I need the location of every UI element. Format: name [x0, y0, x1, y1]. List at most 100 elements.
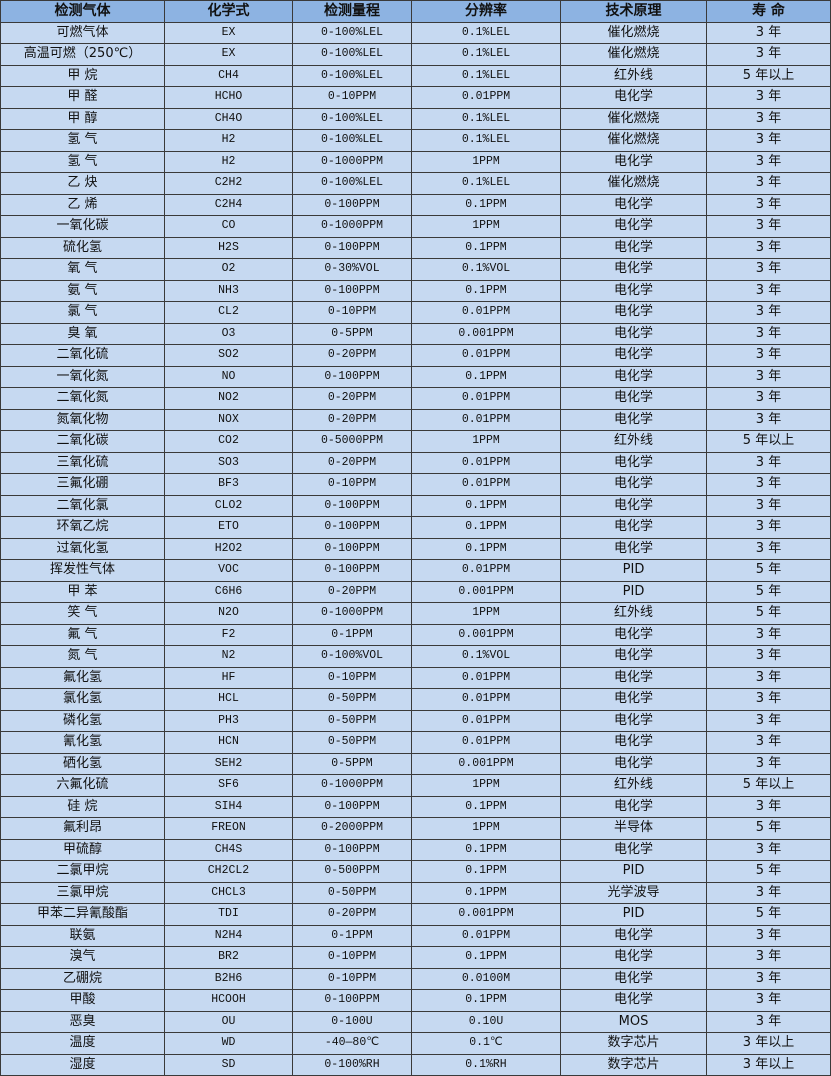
- cell-gas: 硒化氢: [0, 752, 165, 775]
- cell-principle: 催化燃烧: [560, 129, 707, 152]
- cell-resolution: 0.001PPM: [411, 580, 561, 603]
- cell-range: 0-100%LEL: [292, 172, 412, 195]
- cell-principle: 红外线: [560, 430, 707, 453]
- cell-range: 0-1PPM: [292, 924, 412, 947]
- cell-gas: 一氧化氮: [0, 365, 165, 388]
- table-row: 氮 气 N2 0-100%VOL 0.1%VOL 电化学 3 年: [0, 645, 831, 668]
- table-row: 一氧化碳 CO 0-1000PPM 1PPM 电化学 3 年: [0, 215, 831, 238]
- cell-lifespan: 3 年: [706, 516, 831, 539]
- cell-gas: 甲硫醇: [0, 838, 165, 861]
- cell-principle: PID: [560, 580, 707, 603]
- cell-lifespan: 3 年: [706, 258, 831, 281]
- cell-range: 0-100%VOL: [292, 645, 412, 668]
- cell-principle: 电化学: [560, 322, 707, 345]
- cell-lifespan: 3 年: [706, 537, 831, 560]
- cell-lifespan: 3 年以上: [706, 1032, 831, 1055]
- cell-formula: ETO: [164, 516, 293, 539]
- cell-lifespan: 3 年: [706, 881, 831, 904]
- cell-gas: 温度: [0, 1032, 165, 1055]
- table-row: 氧 气 O2 0-30%VOL 0.1%VOL 电化学 3 年: [0, 258, 831, 281]
- cell-resolution: 0.1PPM: [411, 193, 561, 216]
- cell-gas: 乙 炔: [0, 172, 165, 195]
- cell-range: 0-100%LEL: [292, 129, 412, 152]
- cell-formula: N2O: [164, 602, 293, 625]
- cell-lifespan: 3 年: [706, 129, 831, 152]
- cell-principle: 光学波导: [560, 881, 707, 904]
- cell-lifespan: 3 年: [706, 322, 831, 345]
- table-row: 硫化氢 H2S 0-100PPM 0.1PPM 电化学 3 年: [0, 236, 831, 259]
- cell-lifespan: 3 年: [706, 193, 831, 216]
- cell-gas: 甲 醇: [0, 107, 165, 130]
- cell-principle: 电化学: [560, 279, 707, 302]
- cell-formula: N2: [164, 645, 293, 668]
- cell-gas: 二氯甲烷: [0, 860, 165, 883]
- table-row: 湿度 SD 0-100%RH 0.1%RH 数字芯片 3 年以上: [0, 1053, 831, 1076]
- cell-formula: HCN: [164, 731, 293, 754]
- cell-lifespan: 3 年: [706, 795, 831, 818]
- cell-principle: PID: [560, 559, 707, 582]
- cell-principle: 电化学: [560, 709, 707, 732]
- cell-principle: 电化学: [560, 236, 707, 259]
- cell-range: 0-20PPM: [292, 580, 412, 603]
- table-row: 过氧化氢 H2O2 0-100PPM 0.1PPM 电化学 3 年: [0, 537, 831, 560]
- table-row: 臭 氧 O3 0-5PPM 0.001PPM 电化学 3 年: [0, 322, 831, 345]
- cell-gas: 氰化氢: [0, 731, 165, 754]
- cell-principle: 电化学: [560, 516, 707, 539]
- cell-gas: 二氧化氮: [0, 387, 165, 410]
- cell-range: 0-50PPM: [292, 731, 412, 754]
- cell-principle: 电化学: [560, 494, 707, 517]
- cell-range: 0-100%LEL: [292, 43, 412, 66]
- table-row: 氮氧化物 NOX 0-20PPM 0.01PPM 电化学 3 年: [0, 408, 831, 431]
- cell-gas: 溴气: [0, 946, 165, 969]
- table-row: 氯 气 CL2 0-10PPM 0.01PPM 电化学 3 年: [0, 301, 831, 324]
- cell-lifespan: 3 年: [706, 494, 831, 517]
- cell-range: 0-2000PPM: [292, 817, 412, 840]
- cell-resolution: 0.1PPM: [411, 946, 561, 969]
- cell-resolution: 0.01PPM: [411, 709, 561, 732]
- cell-range: 0-20PPM: [292, 344, 412, 367]
- cell-resolution: 0.1PPM: [411, 881, 561, 904]
- cell-principle: 电化学: [560, 967, 707, 990]
- table-row: 高温可燃（250℃） EX 0-100%LEL 0.1%LEL 催化燃烧 3 年: [0, 43, 831, 66]
- header-lifespan: 寿 命: [706, 0, 831, 23]
- cell-range: 0-10PPM: [292, 967, 412, 990]
- table-row: 氟 气 F2 0-1PPM 0.001PPM 电化学 3 年: [0, 623, 831, 646]
- cell-lifespan: 5 年以上: [706, 774, 831, 797]
- cell-range: 0-20PPM: [292, 903, 412, 926]
- cell-gas: 硅 烷: [0, 795, 165, 818]
- cell-range: 0-100U: [292, 1010, 412, 1033]
- cell-resolution: 0.1PPM: [411, 365, 561, 388]
- table-row: 氟化氢 HF 0-10PPM 0.01PPM 电化学 3 年: [0, 666, 831, 689]
- cell-lifespan: 3 年: [706, 1010, 831, 1033]
- cell-range: 0-30%VOL: [292, 258, 412, 281]
- table-row: 氯化氢 HCL 0-50PPM 0.01PPM 电化学 3 年: [0, 688, 831, 711]
- cell-range: 0-1PPM: [292, 623, 412, 646]
- cell-formula: SD: [164, 1053, 293, 1076]
- cell-principle: 催化燃烧: [560, 107, 707, 130]
- cell-range: 0-100PPM: [292, 236, 412, 259]
- cell-gas: 氮 气: [0, 645, 165, 668]
- cell-formula: H2: [164, 150, 293, 173]
- table-row: 甲 苯 C6H6 0-20PPM 0.001PPM PID 5 年: [0, 580, 831, 603]
- cell-resolution: 0.1PPM: [411, 989, 561, 1012]
- cell-gas: 三氧化硫: [0, 451, 165, 474]
- cell-formula: EX: [164, 21, 293, 44]
- cell-lifespan: 3 年: [706, 150, 831, 173]
- cell-resolution: 0.1PPM: [411, 279, 561, 302]
- cell-lifespan: 3 年: [706, 709, 831, 732]
- cell-gas: 甲 苯: [0, 580, 165, 603]
- cell-lifespan: 3 年: [706, 86, 831, 109]
- cell-gas: 氟 气: [0, 623, 165, 646]
- cell-resolution: 0.1%LEL: [411, 21, 561, 44]
- cell-principle: 电化学: [560, 731, 707, 754]
- cell-principle: 红外线: [560, 64, 707, 87]
- cell-principle: PID: [560, 903, 707, 926]
- cell-formula: H2: [164, 129, 293, 152]
- cell-gas: 氧 气: [0, 258, 165, 281]
- cell-gas: 二氧化氯: [0, 494, 165, 517]
- cell-formula: CH4O: [164, 107, 293, 130]
- cell-lifespan: 3 年: [706, 215, 831, 238]
- cell-resolution: 1PPM: [411, 430, 561, 453]
- cell-principle: 催化燃烧: [560, 172, 707, 195]
- cell-principle: 电化学: [560, 150, 707, 173]
